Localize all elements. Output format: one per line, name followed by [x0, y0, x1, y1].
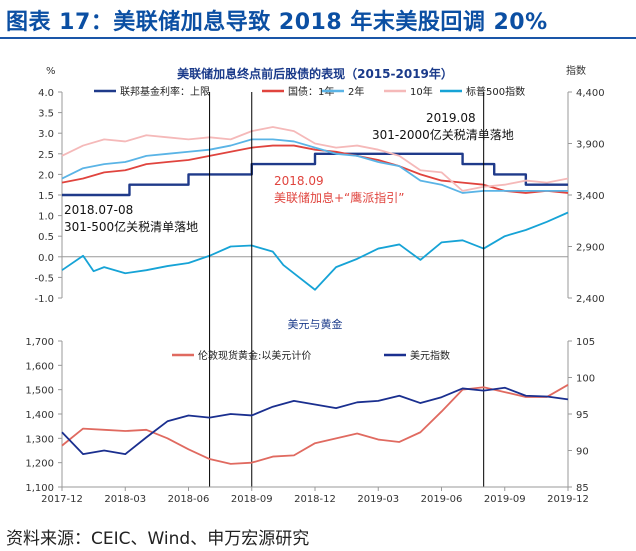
top-right-unit: 指数 — [566, 64, 586, 77]
x-tick-label: 2017-12 — [41, 494, 83, 505]
x-tick-label: 2018-12 — [294, 494, 336, 505]
top-right-tick-label: 3,900 — [576, 140, 605, 151]
series-gold — [61, 384, 569, 465]
series-dollar-index — [61, 386, 569, 456]
bottom-left-tick-label: 1,100 — [25, 483, 54, 494]
legend-label-fed-funds: 联邦基金利率：上限 — [120, 85, 210, 98]
annotation-title-2018-07: 2018.07-08 — [64, 203, 133, 217]
x-tick-label: 2018-03 — [104, 494, 146, 505]
top-right-tick-label: 2,900 — [576, 243, 605, 254]
top-left-tick-label: 1.5 — [38, 191, 54, 202]
bottom-left-tick-label: 1,500 — [25, 386, 54, 397]
top-left-tick-label: -0.5 — [34, 273, 54, 284]
bottom-left-tick-label: 1,600 — [25, 361, 54, 372]
bottom-right-tick-label: 85 — [576, 483, 589, 494]
top-left-tick-label: 0.5 — [38, 232, 54, 243]
top-left-tick-label: 2.0 — [38, 170, 54, 181]
top-chart-title: 美联储加息终点前后股债的表现（2015-2019年） — [177, 66, 453, 81]
legend-label-sp500: 标普500指数 — [466, 85, 525, 98]
annotation-sub-2019-08: 301-2000亿关税清单落地 — [372, 127, 514, 142]
legend-label-gold: 伦敦现货黄金:以美元计价 — [198, 349, 311, 362]
bottom-right-tick-label: 95 — [576, 410, 589, 421]
bottom-left-tick-label: 1,400 — [25, 410, 54, 421]
top-left-tick-label: 3.5 — [38, 109, 54, 120]
legend-label-treasury-10y: 10年 — [410, 85, 433, 98]
top-right-tick-label: 2,400 — [576, 294, 605, 305]
legend-label-treasury-2y: 2年 — [348, 85, 364, 98]
top-left-tick-label: 4.0 — [38, 88, 54, 99]
bottom-left-tick-label: 1,300 — [25, 434, 54, 445]
x-tick-label: 2019-03 — [357, 494, 399, 505]
bottom-left-tick-label: 1,200 — [25, 459, 54, 470]
bottom-right-tick-label: 105 — [576, 337, 595, 348]
title-rule — [0, 37, 636, 39]
top-right-tick-label: 3,400 — [576, 191, 605, 202]
source-note: 资料来源：CEIC、Wind、申万宏源研究 — [6, 529, 310, 549]
legend-label-treasury-1y: 国债：1年 — [288, 85, 334, 98]
x-tick-label: 2019-09 — [484, 494, 526, 505]
top-left-tick-label: 1.0 — [38, 212, 54, 223]
bottom-chart-title: 美元与黄金 — [288, 317, 343, 331]
figure-title: 图表 17：美联储加息导致 2018 年末美股回调 20% — [6, 10, 548, 35]
legend-label-dollar-index: 美元指数 — [410, 349, 450, 362]
x-tick-label: 2018-09 — [231, 494, 273, 505]
bottom-left-tick-label: 1,700 — [25, 337, 54, 348]
annotation-title-2019-08: 2019.08 — [426, 111, 476, 125]
bottom-right-tick-label: 100 — [576, 374, 595, 385]
x-tick-label: 2019-06 — [421, 494, 463, 505]
series-fed-funds — [62, 152, 568, 197]
bottom-right-tick-label: 90 — [576, 447, 589, 458]
x-tick-label: 2019-12 — [547, 494, 589, 505]
top-right-tick-label: 4,400 — [576, 88, 605, 99]
annotation-sub-2018-07: 301-500亿关税清单落地 — [64, 219, 198, 234]
x-tick-label: 2018-06 — [168, 494, 210, 505]
annotation-sub-2018-09: 美联储加息+“鹰派指引” — [274, 190, 405, 205]
annotation-title-2018-09: 2018.09 — [274, 174, 324, 188]
top-left-tick-label: 0.0 — [38, 253, 54, 264]
series-sp500 — [61, 211, 569, 291]
top-left-unit: % — [46, 66, 56, 77]
top-left-tick-label: 2.5 — [38, 150, 54, 161]
top-left-tick-label: -1.0 — [34, 294, 54, 305]
top-left-tick-label: 3.0 — [38, 129, 54, 140]
